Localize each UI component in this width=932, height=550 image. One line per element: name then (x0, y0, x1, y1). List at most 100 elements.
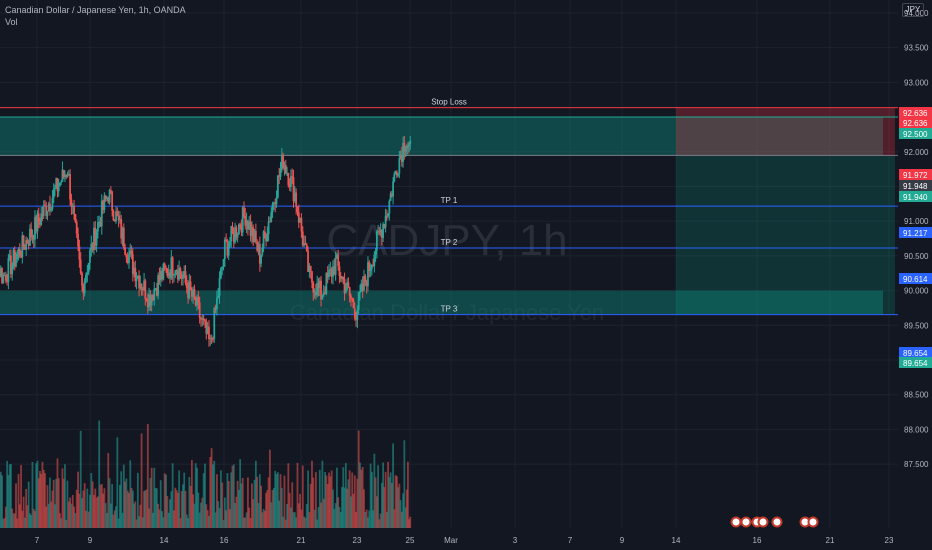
candle-body (179, 268, 182, 275)
candle-body (11, 264, 14, 275)
candle-body (350, 295, 352, 299)
candle-body (332, 266, 334, 277)
volume-bar (98, 420, 101, 528)
candle-body (279, 168, 282, 177)
volume-bar (27, 481, 30, 528)
price-badge (899, 273, 932, 284)
candle-body (385, 215, 388, 217)
volume-bar (261, 512, 264, 528)
candle-body (351, 298, 354, 300)
candle-body (408, 144, 410, 147)
volume-bar (162, 517, 165, 528)
candle-body (360, 283, 363, 292)
candle-body (163, 263, 166, 268)
volume-bar (200, 502, 202, 528)
volume-bar (216, 474, 218, 528)
candle-body (167, 272, 170, 277)
candle-body (353, 308, 356, 319)
chart-title: Canadian Dollar / Japanese Yen, 1h, OAND… (5, 5, 186, 15)
volume-bar (91, 481, 94, 528)
volume-bar (32, 508, 35, 528)
volume-bar (263, 510, 266, 528)
volume-bar (12, 513, 15, 528)
volume-bar (182, 484, 184, 528)
candle-body (290, 176, 292, 188)
candle-body (295, 192, 298, 207)
candle-body (26, 240, 29, 244)
volume-bar (314, 472, 317, 528)
candle-body (47, 203, 50, 212)
volume-bar (119, 484, 121, 528)
candle-body (243, 207, 245, 217)
candle-body (49, 203, 51, 211)
candle-body (194, 297, 197, 306)
candle-body (54, 187, 56, 190)
volume-bar (395, 476, 398, 528)
candle-body (263, 231, 266, 235)
candle-body (75, 222, 78, 234)
price-badge-label: 91.972 (903, 171, 928, 180)
candle-body (352, 299, 355, 309)
volume-bar (103, 488, 106, 528)
volume-bar (359, 462, 361, 528)
candle-body (31, 235, 34, 238)
candle-body (365, 281, 368, 287)
volume-bar (217, 501, 220, 528)
volume-bar (30, 515, 33, 528)
volume-bar (62, 478, 65, 528)
candle-body (383, 224, 386, 228)
candle-body (180, 274, 183, 279)
time-tick-label: 25 (406, 536, 415, 545)
volume-bar (41, 461, 44, 528)
volume-bar (347, 479, 350, 528)
volume-bar (385, 511, 388, 528)
candle-body (59, 182, 61, 187)
candle-body (136, 275, 139, 279)
candle-body (247, 220, 249, 230)
volume-bar (175, 490, 178, 528)
candle-body (103, 195, 106, 210)
candle-body (235, 227, 238, 238)
candle-body (382, 224, 385, 238)
volume-bar (260, 485, 262, 528)
volume-bar (120, 471, 123, 528)
candle-body (117, 215, 120, 221)
candle-body (184, 271, 187, 283)
price-badge (899, 169, 932, 180)
candle-body (348, 287, 351, 296)
candle-body (398, 158, 401, 174)
volume-bar (272, 487, 275, 528)
volume-bar (405, 489, 408, 528)
volume-bars (0, 420, 412, 528)
candle-body (218, 278, 221, 296)
volume-bar (104, 503, 107, 528)
candle-body (230, 226, 233, 242)
volume-bar (360, 469, 363, 528)
volume-bar (316, 519, 319, 528)
candle-body (363, 276, 365, 291)
candle-body (304, 243, 307, 245)
currency-badge[interactable]: JPY (902, 3, 924, 17)
volume-bar (218, 508, 221, 528)
volume-bar (275, 473, 278, 528)
volume-bar (55, 478, 58, 528)
candle-body (367, 262, 369, 287)
candle-body (90, 243, 93, 251)
volume-bar (196, 467, 198, 528)
volume-bar (7, 475, 10, 528)
volume-bar (35, 463, 38, 528)
price-badge-label: 89.654 (903, 349, 928, 358)
volume-bar (307, 470, 309, 528)
volume-bar (154, 488, 157, 528)
volume-bar (348, 470, 351, 528)
volume-bar (234, 503, 236, 528)
volume-bar (370, 471, 373, 528)
volume-bar (74, 513, 77, 528)
candle-body (301, 231, 304, 246)
candle-body (336, 254, 338, 258)
volume-bar (45, 506, 48, 528)
volume-bar (333, 508, 336, 528)
volume-bar (158, 509, 161, 528)
candle-body (402, 142, 404, 162)
